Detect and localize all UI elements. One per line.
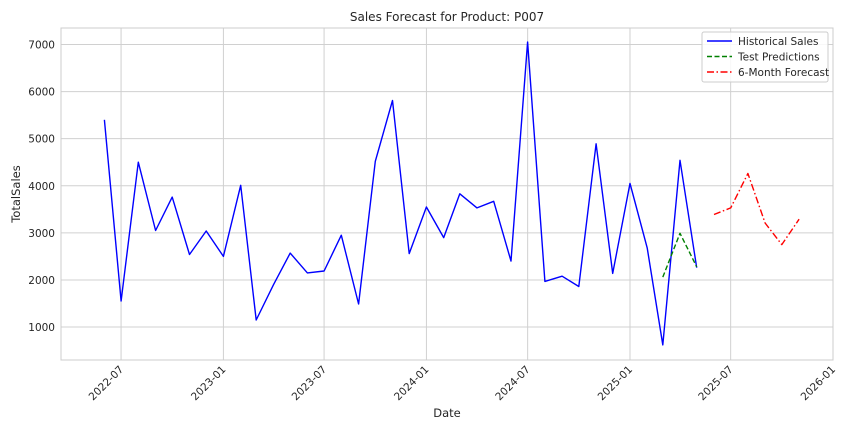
legend-label: Historical Sales xyxy=(738,36,818,48)
y-tick-label: 5000 xyxy=(28,134,55,146)
legend-label: 6-Month Forecast xyxy=(738,67,829,79)
x-tick-label: 2023-01 xyxy=(189,364,229,404)
x-tick-label: 2025-07 xyxy=(696,364,736,404)
y-axis: 1000 2000 3000 4000 5000 6000 7000 xyxy=(28,39,55,334)
y-tick-label: 2000 xyxy=(28,275,55,287)
chart-title: Sales Forecast for Product: P007 xyxy=(350,10,544,24)
y-tick-label: 3000 xyxy=(28,228,55,240)
legend-label: Test Predictions xyxy=(737,52,820,64)
x-tick-label: 2022-07 xyxy=(87,364,127,404)
legend: Historical Sales Test Predictions 6-Month … xyxy=(701,31,829,83)
y-tick-label: 4000 xyxy=(28,181,55,193)
x-tick-label: 2023-07 xyxy=(290,364,330,404)
x-tick-label: 2024-07 xyxy=(493,364,533,404)
series-line-1 xyxy=(662,232,698,278)
legend-box xyxy=(701,31,829,83)
y-tick-label: 6000 xyxy=(28,87,55,99)
y-tick-label: 1000 xyxy=(28,322,55,334)
x-tick-label: 2024-01 xyxy=(392,364,432,404)
series-line-0 xyxy=(103,41,698,346)
x-tick-label: 2025-01 xyxy=(596,364,636,404)
series-line-2 xyxy=(713,172,800,246)
series-lines xyxy=(103,41,800,346)
y-axis-label: TotalSales xyxy=(9,165,23,223)
x-tick-label: 2026-01 xyxy=(799,364,839,404)
plot-area xyxy=(60,27,834,361)
y-tick-label: 7000 xyxy=(28,39,55,51)
grid xyxy=(61,28,834,360)
x-axis-label: Date xyxy=(433,406,461,420)
x-axis: 2022-07 2023-01 2023-07 2024-01 2024-07 2025-… xyxy=(87,364,838,404)
